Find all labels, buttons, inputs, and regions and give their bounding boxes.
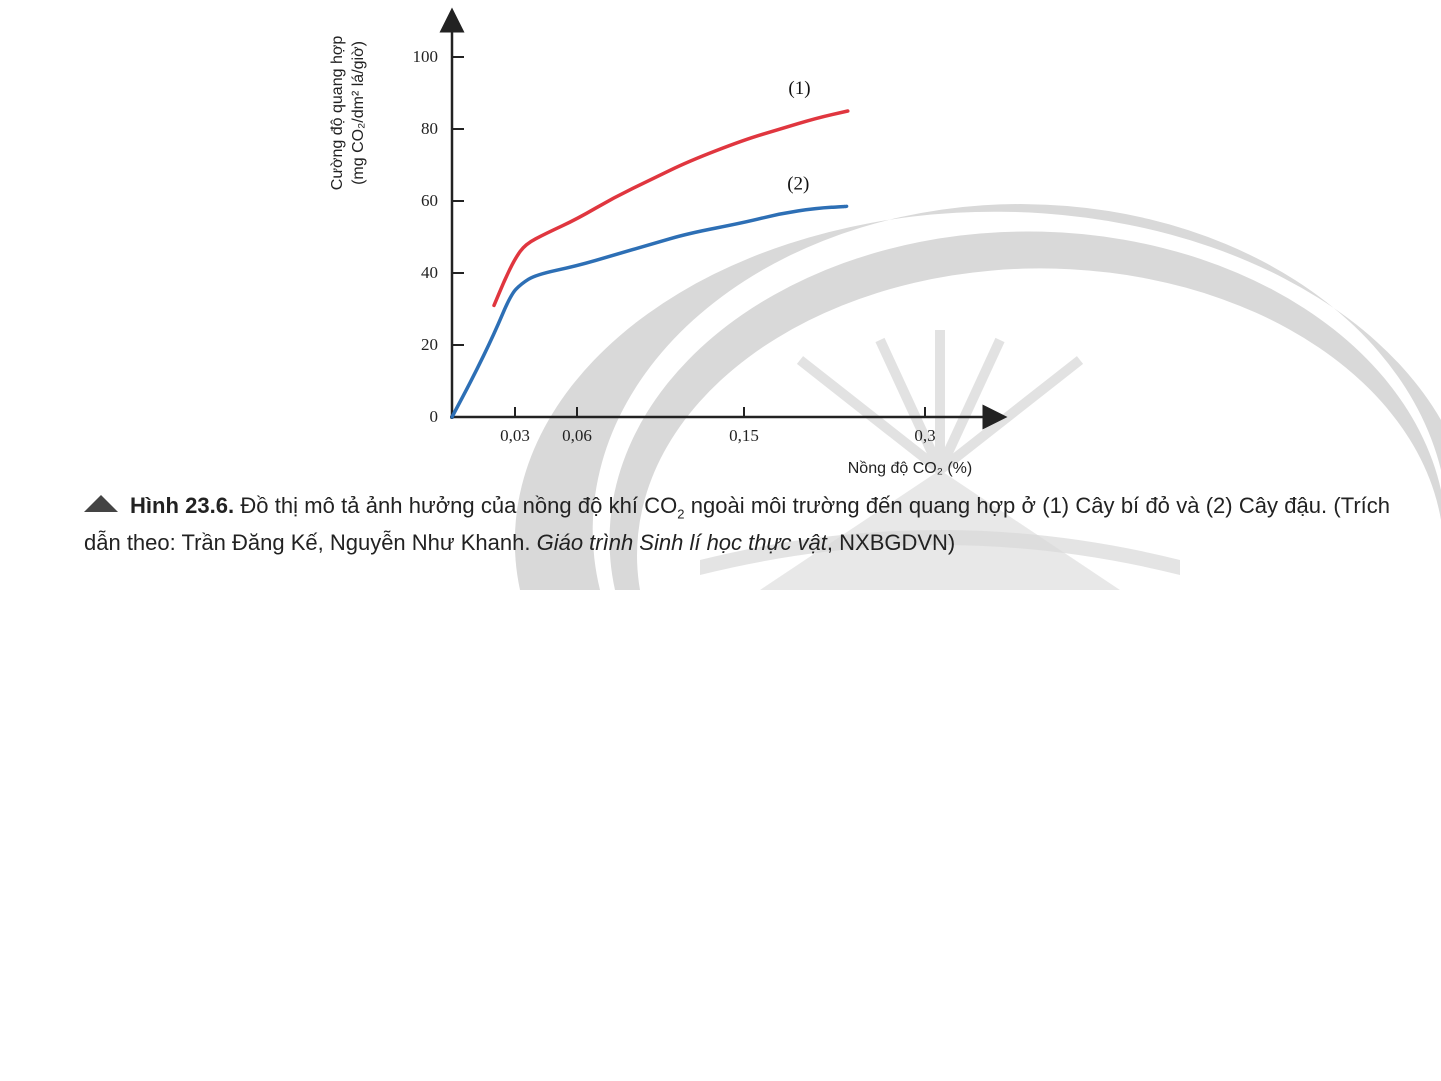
y-tick-label: 40 — [421, 263, 438, 282]
series-layer: (1) (2) — [450, 78, 850, 419]
y-tick-label: 0 — [430, 407, 439, 426]
caption-publisher: , NXBGDVN) — [826, 530, 956, 556]
caption-subscript: 2 — [677, 506, 685, 522]
y-axis-title: Cường độ quang hợp (mg CO₂/dm² lá/giờ) — [329, 36, 367, 191]
y-axis-title-line1: Cường độ quang hợp — [329, 36, 346, 191]
co2-photosynthesis-chart: 0 20 40 60 80 100 0,03 0,06 0,15 0,3 (1) (2) Nồng … — [329, 7, 1008, 477]
caption-text-2: ngoài môi trường đến quang hợp ở (1) Cây… — [84, 493, 1390, 556]
caption-text: Đồ thị mô tả ảnh hưởng của nồng độ khí C… — [234, 493, 678, 518]
y-axis-title-line2: (mg CO₂/dm² lá/giờ) — [350, 41, 367, 185]
x-axis-title: Nồng độ CO₂ (%) — [848, 460, 972, 477]
series-label-1: (1) — [788, 78, 810, 99]
y-tick-label: 20 — [421, 335, 438, 354]
y-tick-label: 80 — [421, 119, 438, 138]
axis-ticks: 0 20 40 60 80 100 0,03 0,06 0,15 0,3 — [413, 47, 936, 445]
figure: 0 20 40 60 80 100 0,03 0,06 0,15 0,3 (1) (2) Nồng … — [84, 7, 1441, 590]
x-tick-label: 0,03 — [500, 426, 530, 445]
series-line-2 — [450, 204, 849, 419]
series-label-2: (2) — [787, 173, 809, 194]
x-tick-label: 0,15 — [729, 426, 759, 445]
x-tick-label: 0,06 — [562, 426, 592, 445]
y-tick-label: 60 — [421, 191, 438, 210]
triangle-icon — [84, 495, 118, 512]
y-tick-label: 100 — [413, 47, 439, 66]
series-line-1 — [492, 109, 850, 308]
figure-caption: Hình 23.6. Đồ thị mô tả ảnh hưởng của nồ… — [84, 491, 1390, 557]
watermark-logo — [514, 204, 1441, 590]
x-tick-label: 0,3 — [914, 426, 935, 445]
caption-book-title: Giáo trình Sinh lí học thực vật — [536, 530, 827, 556]
caption-figure-label: Hình 23.6. — [130, 493, 235, 518]
